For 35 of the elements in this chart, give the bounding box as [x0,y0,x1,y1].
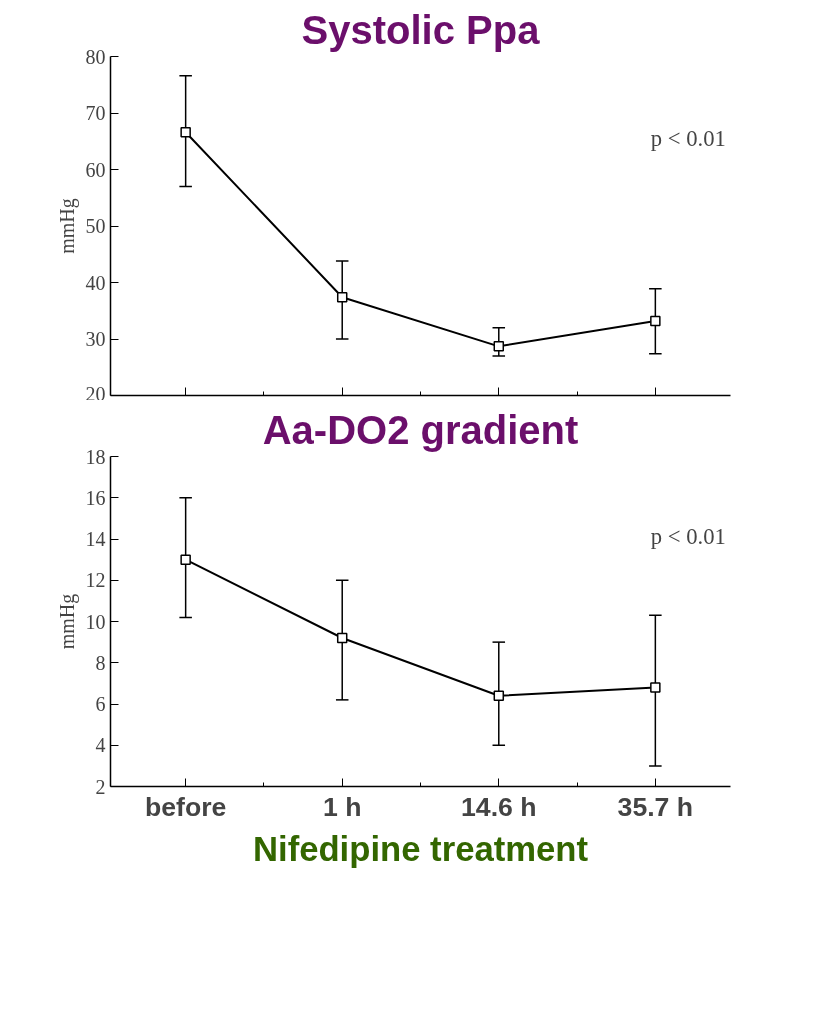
x-tick-label: 1 h [322,791,362,822]
y-tick-label: 20 [85,382,106,405]
y-tick-label: 60 [85,158,106,181]
point [493,341,505,352]
point [650,315,661,327]
point [650,682,661,693]
y-tick-label: 6 [95,693,106,715]
y-axis-title: mmHg [55,593,79,650]
y-tick-label: 40 [85,271,106,294]
x-axis-title: Nifedipine treatment [252,829,589,868]
y-tick-label: 2 [95,775,106,798]
y-tick-label: 10 [85,610,106,633]
point [180,554,191,565]
x-tick-label: 35.7 h [617,791,694,822]
y-tick-label: 4 [95,734,106,757]
point [180,126,191,138]
y-tick-label: 12 [85,569,106,592]
y-tick-label: 8 [95,651,106,674]
y-tick-label: 16 [85,486,106,509]
point [336,291,348,303]
x-tick-label: 14.6 h [461,791,537,822]
point [493,690,505,701]
y-tick-label: 80 [85,45,106,68]
y-tick-label: 70 [85,102,106,124]
annotation: p < 0.01 [650,126,726,152]
y-tick-label: 14 [85,528,106,550]
annotation: p < 0.01 [650,523,726,549]
point [336,632,348,644]
x-tick-label: before [144,791,227,822]
y-axis-title: mmHg [55,198,79,254]
chart-title: Systolic Ppa [301,7,541,52]
y-tick-label: 18 [85,445,106,468]
y-tick-label: 30 [85,328,106,350]
y-tick-label: 50 [85,215,106,237]
chart-title: Aa-DO2 gradient [262,407,579,452]
